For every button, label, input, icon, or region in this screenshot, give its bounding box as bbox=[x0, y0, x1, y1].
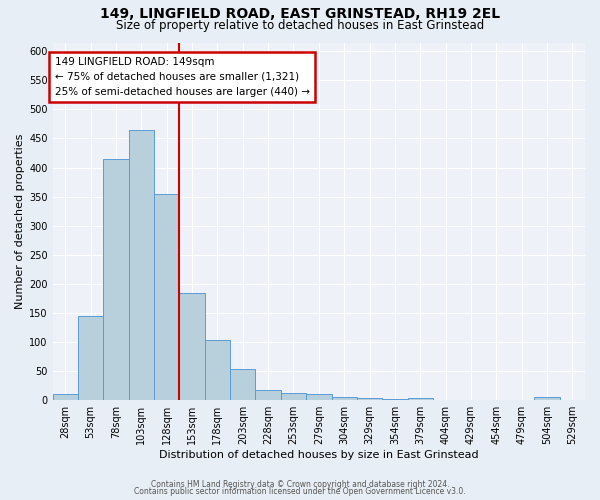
Bar bbox=[103, 159, 129, 400]
Bar bbox=[382, 399, 407, 400]
Bar bbox=[256, 390, 281, 400]
Bar bbox=[205, 340, 230, 400]
Bar bbox=[281, 392, 306, 400]
Bar bbox=[154, 194, 179, 400]
Text: Contains public sector information licensed under the Open Government Licence v3: Contains public sector information licen… bbox=[134, 487, 466, 496]
Y-axis label: Number of detached properties: Number of detached properties bbox=[15, 134, 25, 309]
Text: 149 LINGFIELD ROAD: 149sqm
← 75% of detached houses are smaller (1,321)
25% of s: 149 LINGFIELD ROAD: 149sqm ← 75% of deta… bbox=[55, 57, 310, 96]
Bar bbox=[407, 398, 433, 400]
Text: Contains HM Land Registry data © Crown copyright and database right 2024.: Contains HM Land Registry data © Crown c… bbox=[151, 480, 449, 489]
Bar bbox=[535, 398, 560, 400]
Text: Size of property relative to detached houses in East Grinstead: Size of property relative to detached ho… bbox=[116, 19, 484, 32]
Bar bbox=[332, 398, 357, 400]
Bar bbox=[306, 394, 332, 400]
Bar bbox=[78, 316, 103, 400]
X-axis label: Distribution of detached houses by size in East Grinstead: Distribution of detached houses by size … bbox=[159, 450, 479, 460]
Text: 149, LINGFIELD ROAD, EAST GRINSTEAD, RH19 2EL: 149, LINGFIELD ROAD, EAST GRINSTEAD, RH1… bbox=[100, 8, 500, 22]
Bar bbox=[129, 130, 154, 400]
Bar bbox=[357, 398, 382, 400]
Bar bbox=[179, 292, 205, 400]
Bar bbox=[230, 370, 256, 400]
Bar bbox=[53, 394, 78, 400]
